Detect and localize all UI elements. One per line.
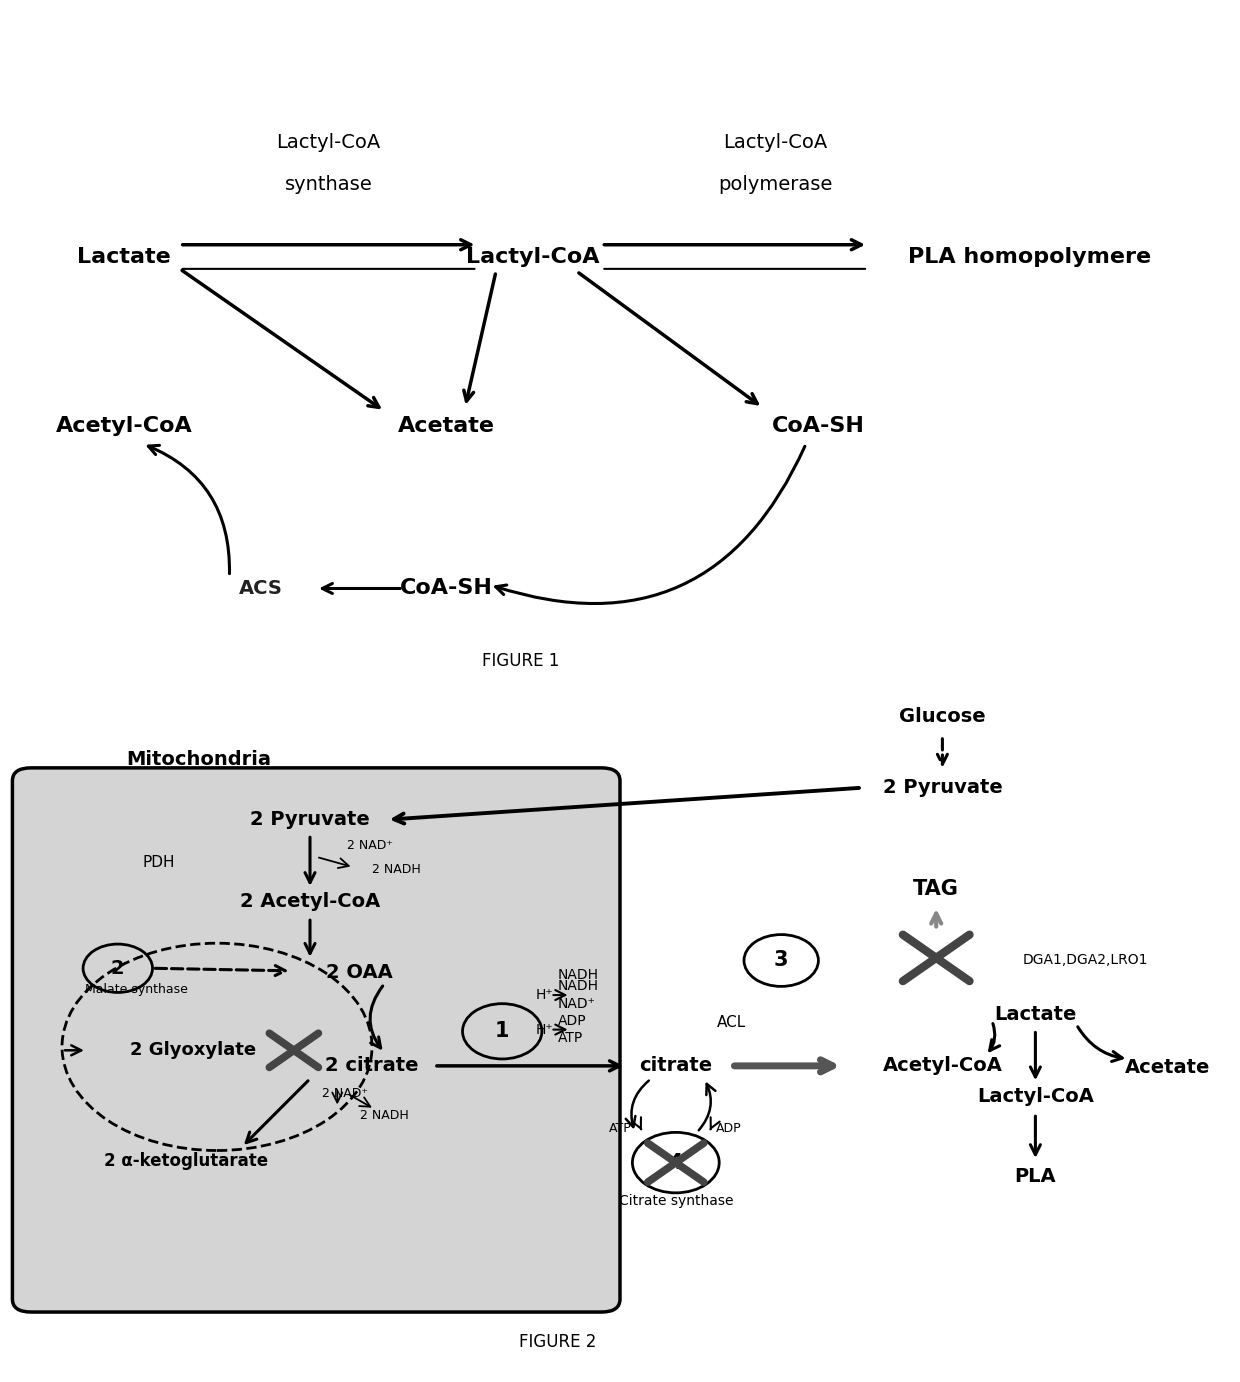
Text: Glucose: Glucose <box>899 706 986 726</box>
Text: 2 Pyruvate: 2 Pyruvate <box>883 778 1002 797</box>
Text: Lactyl-CoA: Lactyl-CoA <box>723 133 827 152</box>
Text: 2 Pyruvate: 2 Pyruvate <box>250 810 370 829</box>
Text: NAD⁺: NAD⁺ <box>558 996 596 1010</box>
Text: 2 Acetyl-CoA: 2 Acetyl-CoA <box>239 893 381 911</box>
Text: Acetate: Acetate <box>1126 1059 1210 1077</box>
Text: CoA-SH: CoA-SH <box>773 416 864 435</box>
Text: Malate synthase: Malate synthase <box>86 984 187 996</box>
Text: TAG: TAG <box>914 879 959 898</box>
Text: polymerase: polymerase <box>718 176 832 193</box>
Text: DGA1,DGA2,LRO1: DGA1,DGA2,LRO1 <box>1023 954 1148 967</box>
Text: Lactate: Lactate <box>77 247 171 267</box>
Text: ADP: ADP <box>558 1014 587 1028</box>
Text: PLA: PLA <box>1014 1166 1056 1186</box>
Text: Lactyl-CoA: Lactyl-CoA <box>466 247 600 267</box>
Text: 2 citrate: 2 citrate <box>325 1056 419 1075</box>
Text: FIGURE 2: FIGURE 2 <box>520 1334 596 1352</box>
Text: PDH: PDH <box>143 855 175 871</box>
Text: Acetyl-CoA: Acetyl-CoA <box>56 416 192 435</box>
Text: NADH: NADH <box>558 969 599 983</box>
Text: 2 NAD⁺: 2 NAD⁺ <box>322 1088 368 1100</box>
FancyBboxPatch shape <box>12 768 620 1312</box>
Text: Lactyl-CoA: Lactyl-CoA <box>277 133 381 152</box>
Text: NADH: NADH <box>558 980 599 994</box>
Text: ATP: ATP <box>609 1122 631 1135</box>
Text: ACL: ACL <box>717 1016 746 1030</box>
Text: 2 NADH: 2 NADH <box>360 1110 408 1122</box>
Text: 1: 1 <box>495 1021 510 1041</box>
Text: 2: 2 <box>112 959 124 977</box>
Text: FIGURE 1: FIGURE 1 <box>482 652 559 670</box>
Text: 2 Glyoxylate: 2 Glyoxylate <box>130 1041 257 1060</box>
Text: citrate: citrate <box>640 1056 712 1075</box>
Text: 2 α-ketoglutarate: 2 α-ketoglutarate <box>104 1151 268 1171</box>
Text: ATP: ATP <box>558 1031 583 1045</box>
Text: 3: 3 <box>774 951 789 970</box>
Text: Mitochondria: Mitochondria <box>126 750 270 768</box>
Text: 2 NADH: 2 NADH <box>372 864 420 876</box>
Text: H⁺: H⁺ <box>536 988 553 1002</box>
Text: Acetate: Acetate <box>398 416 495 435</box>
Text: 4: 4 <box>668 1153 683 1172</box>
Text: synthase: synthase <box>285 176 372 193</box>
Text: ADP: ADP <box>717 1122 742 1135</box>
Text: H⁺: H⁺ <box>536 1023 553 1036</box>
Text: 2 NAD⁺: 2 NAD⁺ <box>347 839 393 853</box>
Text: Acetyl-CoA: Acetyl-CoA <box>883 1056 1002 1075</box>
Text: PLA homopolymere: PLA homopolymere <box>908 247 1151 267</box>
Text: Lactyl-CoA: Lactyl-CoA <box>977 1086 1094 1106</box>
Text: 2 OAA: 2 OAA <box>326 963 393 983</box>
Text: CoA-SH: CoA-SH <box>401 579 492 598</box>
Text: ACS: ACS <box>238 579 283 598</box>
Text: Lactate: Lactate <box>994 1005 1076 1024</box>
Text: Citrate synthase: Citrate synthase <box>619 1194 733 1208</box>
